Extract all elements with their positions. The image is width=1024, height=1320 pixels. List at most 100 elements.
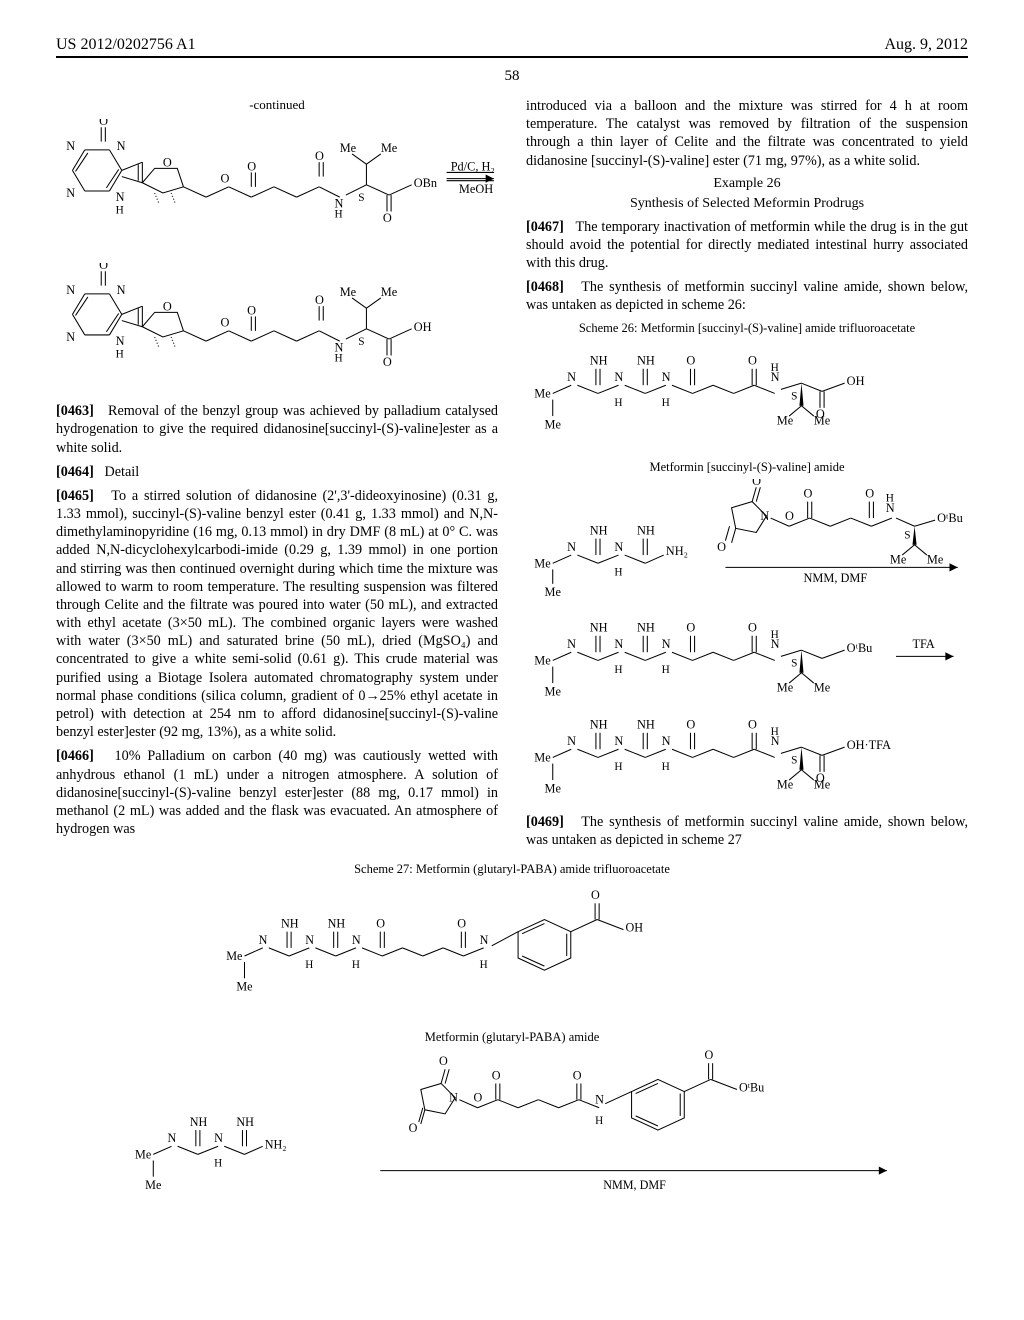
chem-scheme27-product: Me N Me NH NH NH NH O O NH O OH (56, 881, 968, 1023)
svg-text:Me: Me (545, 585, 562, 599)
svg-text:Me: Me (226, 949, 242, 963)
svg-text:H: H (335, 209, 343, 221)
svg-text:Me: Me (777, 778, 794, 792)
svg-text:NH₂: NH₂ (265, 1137, 287, 1151)
svg-text:O: O (439, 1054, 448, 1068)
svg-text:O: O (492, 1068, 501, 1082)
svg-text:NH: NH (236, 1115, 254, 1129)
svg-text:O: O (163, 299, 172, 313)
svg-text:H: H (214, 1157, 222, 1169)
paragraph-0464: [0464] Detail (56, 463, 498, 481)
svg-text:N: N (662, 370, 671, 384)
reagent-nmm-dmf-2: NMM, DMF (603, 1178, 666, 1192)
svg-text:O: O (748, 621, 757, 635)
svg-text:S: S (904, 529, 910, 541)
svg-text:O: O (785, 509, 794, 523)
svg-text:Me: Me (145, 1178, 161, 1192)
svg-text:H: H (771, 361, 779, 373)
scheme-26-product-label: Metformin [succinyl-(S)-valine] amide (526, 460, 968, 475)
terminal-oh: OH (414, 320, 432, 334)
svg-text:NH: NH (637, 353, 655, 367)
svg-text:N: N (214, 1131, 223, 1145)
svg-text:H: H (771, 629, 779, 641)
svg-text:O: O (686, 718, 695, 732)
chem-structure-didanosine-oh: O NNN NH O O O O NH S MeMe O OH (56, 263, 498, 391)
svg-text:O: O (383, 211, 392, 225)
svg-text:O: O (247, 159, 256, 173)
paragraph-0463: [0463] Removal of the benzyl group was a… (56, 402, 498, 457)
svg-text:O: O (99, 263, 108, 272)
svg-text:NH: NH (637, 523, 655, 537)
paragraph-0465: [0465] To a stirred solution of didanosi… (56, 487, 498, 741)
svg-text:NH: NH (190, 1115, 208, 1129)
svg-text:Me: Me (545, 782, 562, 796)
svg-text:Me: Me (135, 1147, 151, 1161)
svg-text:O: O (686, 353, 695, 367)
svg-text:O: O (383, 355, 392, 369)
scheme-27-caption: Scheme 27: Metformin (glutaryl-PABA) ami… (56, 862, 968, 877)
chem-scheme26-step1: Me N Me NH NH NH NH₂ O O N O O O NH S Me… (526, 479, 968, 602)
svg-text:O: O (717, 540, 726, 554)
svg-text:O: O (865, 486, 874, 500)
svg-text:Me: Me (534, 751, 551, 765)
svg-text:O: O (473, 1090, 482, 1104)
svg-text:O: O (816, 407, 825, 421)
paragraph-0466: [0466] 10% Palladium on carbon (40 mg) w… (56, 747, 498, 838)
svg-text:O: O (591, 888, 600, 902)
svg-text:Me: Me (777, 413, 794, 427)
paragraph-col2-lead: introduced via a balloon and the mixture… (526, 97, 968, 170)
svg-text:OᵗBu: OᵗBu (739, 1080, 764, 1094)
reagent-meoh: MeOH (459, 182, 493, 196)
svg-text:H: H (886, 492, 894, 504)
svg-text:Me: Me (381, 141, 398, 155)
terminal-obn: OBn (414, 176, 437, 190)
svg-text:Me: Me (890, 552, 907, 566)
svg-text:Me: Me (236, 979, 252, 993)
svg-text:N: N (167, 1131, 176, 1145)
svg-text:H: H (614, 761, 622, 773)
svg-text:NH: NH (637, 718, 655, 732)
page-number: 58 (56, 68, 968, 85)
svg-text:H: H (614, 664, 622, 676)
svg-text:O: O (376, 916, 385, 930)
svg-text:O: O (220, 315, 229, 329)
svg-text:N: N (480, 933, 489, 947)
svg-text:H: H (662, 396, 670, 408)
svg-text:S: S (791, 658, 797, 670)
svg-text:Me: Me (814, 680, 831, 694)
svg-text:H: H (662, 664, 670, 676)
reagent-tfa: TFA (912, 637, 934, 651)
reagent-pdch2: Pd/C, H₂ (451, 159, 495, 173)
svg-text:NH: NH (328, 916, 346, 930)
svg-text:O: O (220, 172, 229, 186)
svg-text:O: O (748, 353, 757, 367)
svg-text:S: S (358, 336, 364, 348)
svg-text:Me: Me (340, 141, 357, 155)
svg-text:H: H (352, 959, 360, 971)
svg-text:H: H (771, 726, 779, 738)
svg-text:N: N (66, 330, 75, 344)
svg-text:N: N (662, 637, 671, 651)
svg-text:OH: OH (625, 920, 643, 934)
chem-scheme27-step1: Me N Me NH NH NH NH₂ O O N O O O NH (56, 1049, 968, 1221)
scheme-26-caption: Scheme 26: Metformin [succinyl-(S)-valin… (526, 321, 968, 336)
svg-text:N: N (760, 509, 769, 523)
svg-text:N: N (117, 139, 126, 153)
svg-text:H: H (662, 761, 670, 773)
svg-text:Me: Me (534, 654, 551, 668)
paragraph-0468: [0468] The synthesis of metformin succin… (526, 278, 968, 314)
svg-text:O: O (315, 293, 324, 307)
svg-text:H: H (480, 959, 488, 971)
chem-scheme26-step2: Me N Me NH NH NH NH O O NH S MeMe OᵗBu T… (526, 607, 968, 700)
svg-text:O: O (99, 119, 108, 128)
svg-text:H: H (614, 566, 622, 578)
svg-text:S: S (791, 390, 797, 402)
svg-text:H: H (116, 348, 124, 360)
svg-text:Me: Me (777, 680, 794, 694)
svg-text:N: N (567, 540, 576, 554)
svg-text:NH: NH (590, 523, 608, 537)
paragraph-0467: [0467] The temporary inactivation of met… (526, 218, 968, 273)
publication-number: US 2012/0202756 A1 (56, 36, 196, 54)
svg-text:Me: Me (534, 556, 551, 570)
svg-text:S: S (358, 192, 364, 204)
